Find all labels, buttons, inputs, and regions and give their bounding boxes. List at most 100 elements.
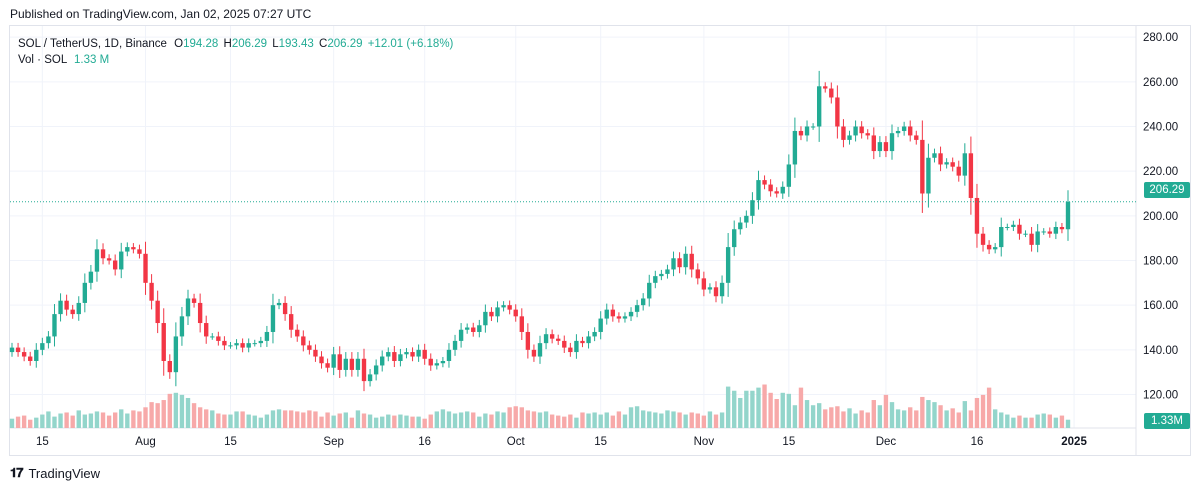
volume-bar bbox=[713, 414, 719, 428]
candle-body bbox=[270, 305, 276, 332]
volume-bar bbox=[513, 406, 518, 428]
candle-body bbox=[46, 336, 51, 344]
volume-bar bbox=[659, 413, 664, 428]
candle-body bbox=[938, 153, 943, 165]
volume-bar bbox=[204, 409, 209, 428]
candle-body bbox=[968, 153, 974, 198]
volume-bar bbox=[185, 397, 191, 428]
candle-body bbox=[659, 273, 664, 277]
y-tick-label: 160.00 bbox=[1143, 300, 1178, 312]
candle-body bbox=[671, 258, 676, 270]
candle-body bbox=[592, 331, 597, 337]
candle-body bbox=[1005, 227, 1010, 228]
volume-bar bbox=[695, 413, 700, 428]
y-tick-label: 260.00 bbox=[1143, 77, 1178, 89]
volume-bar bbox=[155, 403, 160, 428]
volume-bar bbox=[288, 410, 294, 428]
candle-body bbox=[695, 269, 700, 279]
volume-bar bbox=[841, 411, 846, 428]
x-tick-label: 16 bbox=[418, 436, 431, 448]
candle-body bbox=[604, 309, 609, 319]
volume-bar bbox=[901, 410, 907, 428]
candle-body bbox=[367, 374, 373, 382]
volume-bar bbox=[264, 414, 270, 428]
legend-change: +12.01 (+6.18%) bbox=[367, 38, 454, 50]
candle-body bbox=[634, 305, 640, 312]
volume-bar bbox=[1035, 414, 1040, 428]
candle-body bbox=[920, 139, 925, 194]
candle-body bbox=[471, 327, 476, 332]
volume-bar bbox=[586, 413, 591, 428]
footer-brand[interactable]: 𝟏𝟕 TradingView bbox=[10, 465, 100, 481]
volume-bar bbox=[191, 403, 197, 428]
candle-body bbox=[865, 133, 870, 136]
candle-body bbox=[428, 358, 433, 366]
candle-body bbox=[380, 356, 385, 366]
candle-body bbox=[458, 329, 464, 341]
candle-body bbox=[908, 126, 913, 136]
candle-body bbox=[185, 298, 191, 317]
candle-body bbox=[167, 361, 172, 373]
volume-bar bbox=[112, 412, 118, 428]
candle-body bbox=[246, 343, 251, 348]
legend-symbol: SOL / TetherUS, 1D, Binance bbox=[18, 38, 167, 50]
candle-body bbox=[774, 191, 779, 194]
candle-body bbox=[798, 130, 804, 136]
candle-body bbox=[847, 135, 852, 140]
candle-body bbox=[574, 340, 579, 353]
volume-bar bbox=[380, 416, 385, 428]
legend-close: 206.29 bbox=[327, 38, 363, 50]
volume-bar bbox=[853, 413, 858, 428]
candle-body bbox=[495, 307, 500, 317]
candle-body bbox=[932, 153, 937, 158]
volume-bar bbox=[871, 400, 876, 428]
candle-body bbox=[489, 311, 494, 317]
candle-body bbox=[707, 287, 713, 290]
candle-body bbox=[610, 309, 616, 317]
volume-bar bbox=[537, 412, 543, 428]
candle-body bbox=[137, 249, 142, 254]
candle-body bbox=[835, 97, 840, 127]
volume-bar bbox=[877, 405, 883, 428]
candle-body bbox=[543, 334, 549, 344]
candle-body bbox=[34, 349, 39, 361]
volume-bar bbox=[434, 411, 440, 428]
candle-body bbox=[155, 300, 160, 324]
volume-bar bbox=[1023, 417, 1028, 428]
volume-bar bbox=[100, 412, 106, 428]
volume-bar bbox=[216, 413, 221, 428]
candle-body bbox=[792, 130, 798, 165]
candle-body bbox=[301, 336, 306, 346]
legend-open: 194.28 bbox=[183, 38, 219, 50]
candle-body bbox=[143, 253, 148, 283]
candle-body bbox=[568, 347, 573, 353]
volume-bar bbox=[768, 392, 773, 428]
volume-bar bbox=[519, 407, 524, 428]
volume-bar bbox=[628, 407, 634, 428]
candle-body bbox=[883, 142, 889, 152]
volume-bar bbox=[543, 411, 549, 428]
candle-body bbox=[586, 336, 591, 344]
volume-bar bbox=[859, 410, 864, 428]
volume-bar bbox=[816, 403, 822, 428]
legend-low: 193.43 bbox=[278, 38, 314, 50]
candle-body bbox=[337, 354, 342, 370]
candle-body bbox=[325, 363, 330, 368]
y-tick-label: 280.00 bbox=[1143, 32, 1178, 44]
candle-body bbox=[125, 247, 130, 252]
chart-frame[interactable] bbox=[9, 25, 1191, 456]
candle-body bbox=[173, 336, 179, 373]
candle-body bbox=[1041, 231, 1046, 233]
candle-body bbox=[1023, 233, 1028, 235]
volume-bar bbox=[319, 416, 324, 428]
candle-body bbox=[804, 126, 810, 136]
volume-bar bbox=[926, 400, 931, 428]
candle-body bbox=[992, 247, 998, 250]
candle-body bbox=[392, 352, 397, 361]
volume-bar bbox=[222, 414, 227, 428]
candle-body bbox=[15, 347, 21, 353]
volume-bar bbox=[647, 411, 652, 428]
volume-bar bbox=[143, 407, 148, 428]
volume-bar bbox=[119, 409, 124, 428]
